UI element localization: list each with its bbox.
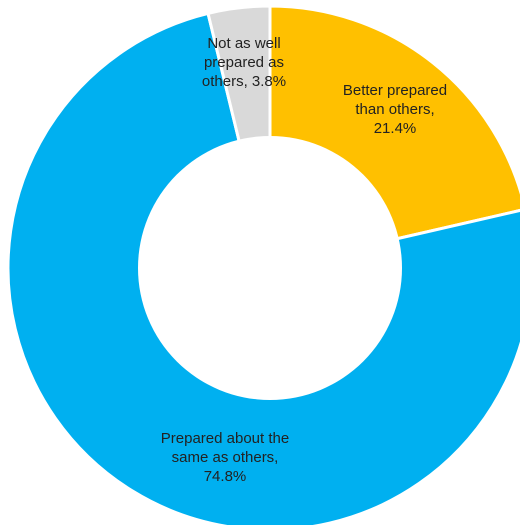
- slice-label: Not as well prepared as others, 3.8%: [202, 35, 286, 90]
- slice-label-line: others, 3.8%: [202, 73, 286, 90]
- slice-label-line: Better prepared: [343, 82, 447, 99]
- slice-label-line: 74.8%: [204, 468, 247, 485]
- slice-label-line: than others,: [355, 101, 434, 118]
- donut-hole: [138, 136, 402, 400]
- slice-label: Better prepared than others, 21.4%: [343, 82, 447, 137]
- slice-label-line: same as others,: [172, 449, 279, 466]
- slice-label-line: prepared as: [204, 54, 284, 71]
- slice-label-line: Prepared about the: [161, 430, 289, 447]
- slice-label-line: 21.4%: [374, 120, 417, 137]
- slice-label: Prepared about the same as others, 74.8%: [161, 430, 289, 485]
- donut-labels: Better prepared than others, 21.4% Prepared…: [161, 35, 447, 485]
- slice-label-line: Not as well: [207, 35, 280, 52]
